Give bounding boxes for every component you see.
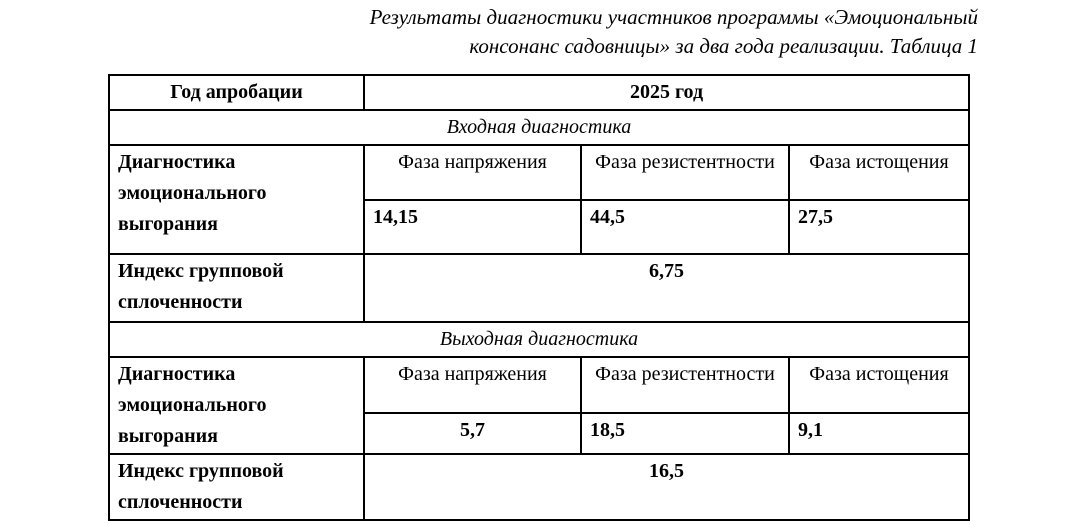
phase-header-tension-input: Фаза напряжения bbox=[363, 144, 582, 201]
section-title-input: Входная диагностика bbox=[108, 109, 970, 146]
phase-header-tension-output: Фаза напряжения bbox=[363, 355, 582, 415]
table-caption: Результаты диагностики участников програ… bbox=[108, 3, 978, 61]
year-label-cell: Год апробации bbox=[108, 74, 365, 111]
phase-header-resistance-input: Фаза резистентности bbox=[580, 144, 790, 201]
value-exhaustion-input: 27,5 bbox=[788, 199, 970, 255]
cohesion-value-input: 6,75 bbox=[363, 253, 970, 323]
cohesion-label-cell-output: Индекс групповой сплоченности bbox=[108, 453, 365, 521]
cohesion-value-output: 16,5 bbox=[363, 453, 970, 521]
section-title-row-input: Входная диагностика bbox=[108, 109, 970, 146]
year-value-cell: 2025 год bbox=[363, 74, 970, 111]
burnout-label-cell-output: Диагностика эмоционального выгорания bbox=[108, 356, 365, 455]
section-title-row-output: Выходная диагностика bbox=[108, 321, 970, 358]
cohesion-row-input: Индекс групповой сплоченности 6,75 bbox=[108, 253, 970, 323]
phase-header-row-output: Диагностика эмоционального выгорания Фаз… bbox=[108, 355, 970, 455]
phase-values-row-input: 14,15 44,5 27,5 bbox=[109, 199, 970, 255]
year-row: Год апробации 2025 год bbox=[108, 74, 970, 111]
phase-header-row-input: Диагностика эмоционального выгорания Фаз… bbox=[108, 144, 970, 255]
phase-header-resistance-output: Фаза резистентности bbox=[580, 355, 790, 415]
cohesion-label-cell-input: Индекс групповой сплоченности bbox=[108, 253, 365, 323]
value-tension-output: 5,7 bbox=[363, 412, 582, 455]
phase-header-exhaustion-output: Фаза истощения bbox=[788, 355, 970, 415]
value-tension-input: 14,15 bbox=[363, 199, 582, 255]
results-table: Год апробации 2025 год Входная диагности… bbox=[108, 74, 970, 521]
phase-header-exhaustion-input: Фаза истощения bbox=[788, 144, 970, 201]
phase-values-row-output: 5,7 18,5 9,1 bbox=[109, 412, 970, 455]
burnout-label-cell-input: Диагностика эмоционального выгорания bbox=[108, 144, 365, 255]
value-exhaustion-output: 9,1 bbox=[788, 412, 970, 455]
caption-line-2: консонанс садовницы» за два года реализа… bbox=[469, 34, 978, 58]
value-resistance-input: 44,5 bbox=[580, 199, 790, 255]
value-resistance-output: 18,5 bbox=[580, 412, 790, 455]
caption-line-1: Результаты диагностики участников програ… bbox=[369, 5, 978, 29]
section-title-output: Выходная диагностика bbox=[108, 321, 970, 358]
cohesion-row-output: Индекс групповой сплоченности 16,5 bbox=[108, 453, 970, 521]
